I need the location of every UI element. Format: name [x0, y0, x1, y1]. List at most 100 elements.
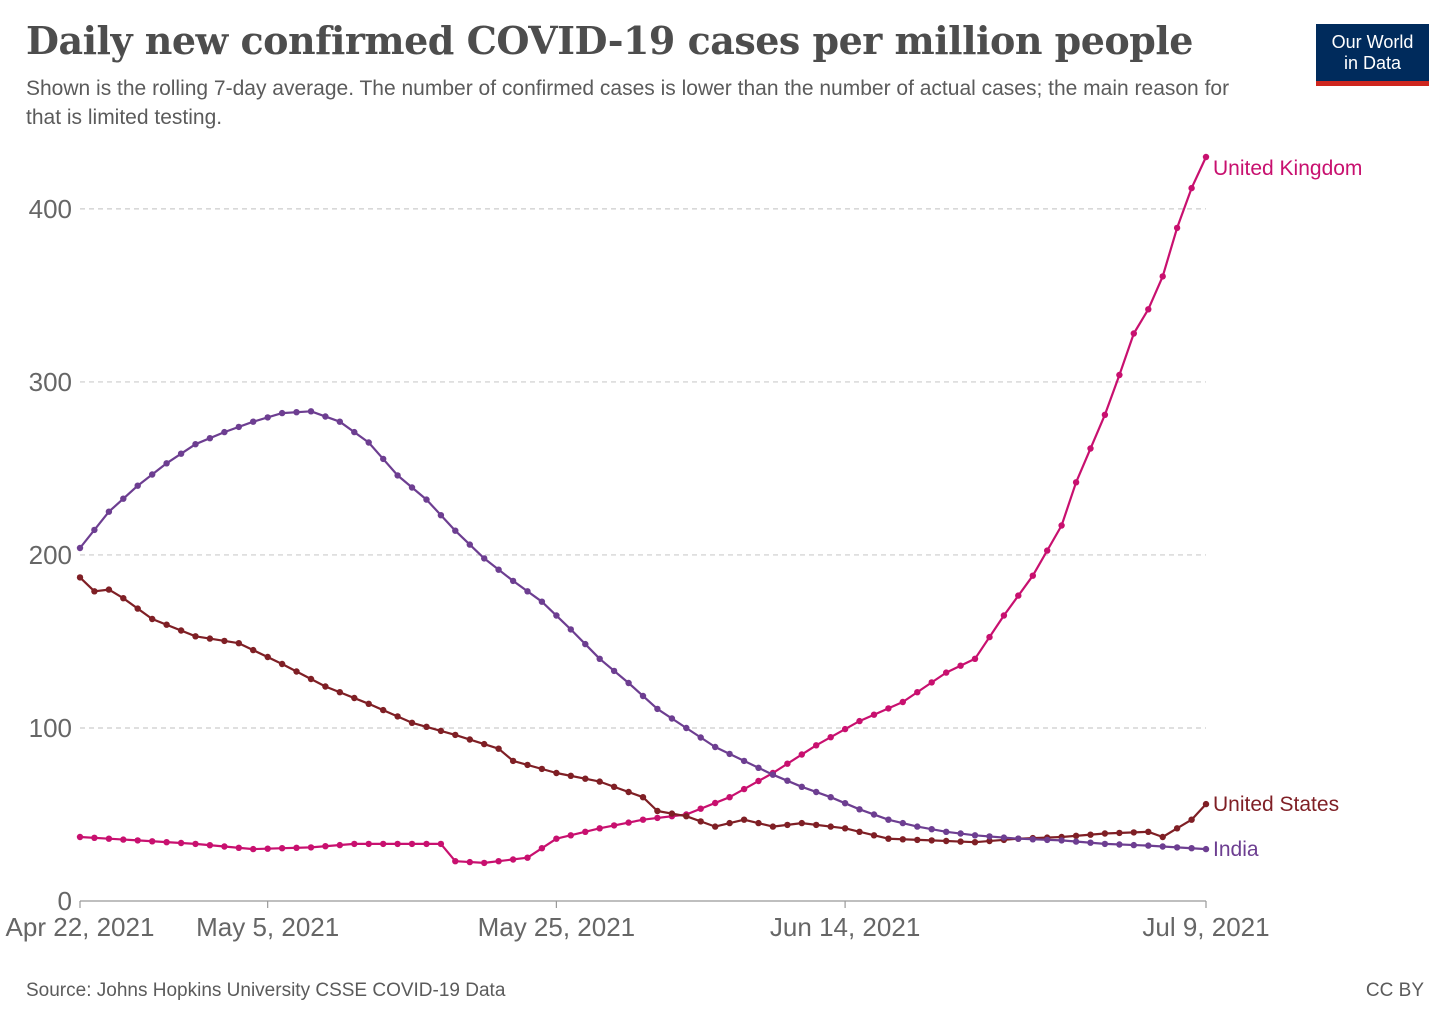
- data-point[interactable]: [1044, 547, 1051, 554]
- data-point[interactable]: [235, 844, 242, 851]
- data-point[interactable]: [452, 731, 459, 739]
- data-point[interactable]: [177, 450, 185, 457]
- data-point[interactable]: [567, 832, 574, 839]
- data-point[interactable]: [351, 428, 358, 436]
- data-point[interactable]: [943, 837, 950, 845]
- data-point[interactable]: [914, 823, 921, 830]
- data-point[interactable]: [827, 794, 834, 801]
- data-point[interactable]: [481, 555, 488, 562]
- data-point[interactable]: [841, 725, 849, 733]
- data-point[interactable]: [408, 840, 416, 848]
- data-point[interactable]: [105, 508, 113, 515]
- data-point[interactable]: [134, 482, 141, 489]
- data-point[interactable]: [625, 679, 632, 687]
- data-point[interactable]: [553, 835, 560, 842]
- data-point[interactable]: [1058, 522, 1065, 529]
- data-point[interactable]: [827, 823, 834, 830]
- data-point[interactable]: [264, 653, 271, 661]
- data-point[interactable]: [769, 823, 777, 830]
- data-point[interactable]: [1116, 841, 1123, 848]
- data-point[interactable]: [336, 689, 343, 696]
- data-point[interactable]: [293, 668, 300, 675]
- data-point[interactable]: [394, 713, 401, 720]
- data-point[interactable]: [856, 717, 863, 725]
- data-point[interactable]: [120, 595, 127, 602]
- data-point[interactable]: [1202, 153, 1210, 161]
- data-point[interactable]: [509, 577, 517, 585]
- data-point[interactable]: [423, 723, 430, 730]
- data-point[interactable]: [856, 806, 863, 813]
- data-point[interactable]: [322, 683, 329, 690]
- data-point[interactable]: [134, 605, 141, 612]
- data-point[interactable]: [394, 472, 401, 479]
- data-point[interactable]: [307, 844, 315, 851]
- data-point[interactable]: [293, 409, 300, 416]
- data-point[interactable]: [1101, 830, 1109, 837]
- data-point[interactable]: [192, 840, 199, 848]
- data-point[interactable]: [1072, 479, 1080, 486]
- data-point[interactable]: [986, 633, 993, 641]
- data-point[interactable]: [971, 832, 979, 839]
- data-point[interactable]: [668, 810, 676, 817]
- data-point[interactable]: [481, 859, 488, 867]
- data-point[interactable]: [466, 541, 473, 548]
- data-point[interactable]: [784, 821, 791, 829]
- data-point[interactable]: [885, 816, 892, 823]
- data-point[interactable]: [423, 496, 430, 503]
- data-point[interactable]: [466, 736, 473, 743]
- data-point[interactable]: [250, 646, 257, 654]
- data-point[interactable]: [1058, 837, 1065, 844]
- data-point[interactable]: [481, 740, 488, 748]
- data-point[interactable]: [105, 586, 113, 593]
- data-point[interactable]: [91, 834, 98, 841]
- data-point[interactable]: [380, 840, 387, 848]
- data-point[interactable]: [1188, 845, 1195, 852]
- data-point[interactable]: [264, 414, 271, 421]
- data-point[interactable]: [76, 574, 84, 581]
- data-point[interactable]: [221, 428, 228, 436]
- data-point[interactable]: [365, 840, 372, 848]
- data-point[interactable]: [149, 615, 156, 623]
- data-point[interactable]: [1072, 832, 1080, 839]
- data-point[interactable]: [712, 743, 719, 751]
- data-point[interactable]: [1116, 371, 1123, 379]
- data-point[interactable]: [1188, 184, 1195, 192]
- data-point[interactable]: [610, 822, 618, 829]
- data-point[interactable]: [307, 408, 315, 415]
- data-point[interactable]: [726, 819, 733, 827]
- data-point[interactable]: [495, 745, 502, 752]
- data-point[interactable]: [885, 835, 892, 842]
- data-point[interactable]: [740, 757, 748, 765]
- data-point[interactable]: [827, 734, 834, 741]
- data-point[interactable]: [495, 566, 502, 573]
- data-point[interactable]: [206, 635, 214, 642]
- data-point[interactable]: [163, 460, 170, 467]
- data-point[interactable]: [278, 409, 286, 417]
- data-point[interactable]: [380, 706, 387, 714]
- data-point[interactable]: [841, 825, 849, 832]
- data-point[interactable]: [639, 794, 647, 801]
- data-point[interactable]: [957, 662, 964, 669]
- data-point[interactable]: [755, 819, 762, 827]
- data-point[interactable]: [769, 771, 777, 778]
- data-point[interactable]: [697, 805, 704, 812]
- data-point[interactable]: [524, 761, 531, 769]
- data-point[interactable]: [163, 839, 170, 846]
- data-point[interactable]: [1015, 835, 1022, 842]
- data-point[interactable]: [91, 588, 98, 595]
- data-point[interactable]: [870, 711, 878, 718]
- data-point[interactable]: [192, 441, 199, 448]
- data-point[interactable]: [755, 764, 762, 771]
- data-point[interactable]: [278, 845, 286, 852]
- data-point[interactable]: [322, 413, 329, 420]
- data-point[interactable]: [91, 526, 98, 534]
- data-point[interactable]: [712, 799, 719, 807]
- data-point[interactable]: [452, 858, 459, 865]
- series-line[interactable]: [79, 156, 1207, 864]
- data-point[interactable]: [957, 830, 964, 837]
- data-point[interactable]: [1072, 838, 1080, 845]
- data-point[interactable]: [380, 455, 387, 463]
- data-point[interactable]: [1015, 592, 1022, 599]
- data-point[interactable]: [1159, 833, 1166, 841]
- data-point[interactable]: [928, 679, 935, 686]
